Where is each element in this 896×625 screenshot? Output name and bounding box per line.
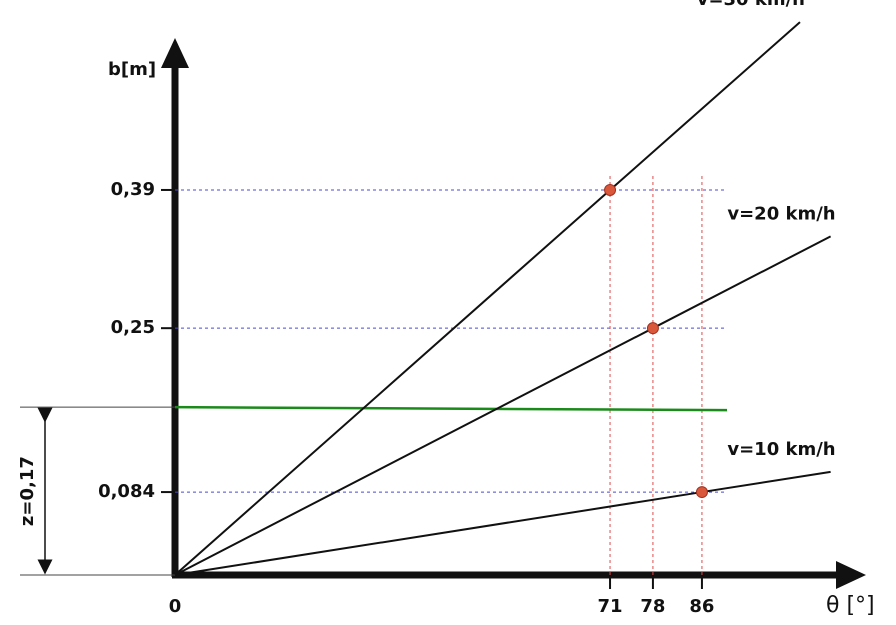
point <box>604 183 617 196</box>
threshold-line <box>174 405 728 412</box>
y-tick-label: 0,39 <box>111 179 155 200</box>
point <box>695 486 708 499</box>
x-arrow <box>836 561 866 589</box>
y-tick-label: 0,25 <box>111 317 155 338</box>
x-tick-label: 86 <box>689 596 714 617</box>
series-label: v=20 km/h <box>727 203 835 224</box>
series-label: v=10 km/h <box>727 439 835 460</box>
x-axis-label: θ [°] <box>826 593 875 618</box>
series-label: v=30 km/h <box>697 0 805 10</box>
threshold-label: z=0,17 <box>17 456 38 526</box>
y-arrow <box>161 38 189 68</box>
y-axis-label: b[m] <box>108 59 156 80</box>
y-tick-label: 0,084 <box>98 481 155 502</box>
x-tick-label: 71 <box>598 596 623 617</box>
x-tick-label: 78 <box>640 596 665 617</box>
point <box>646 322 659 335</box>
x-tick-label: 0 <box>169 596 182 617</box>
